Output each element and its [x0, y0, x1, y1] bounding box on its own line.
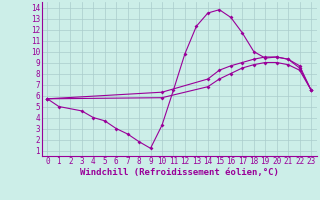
X-axis label: Windchill (Refroidissement éolien,°C): Windchill (Refroidissement éolien,°C) — [80, 168, 279, 177]
